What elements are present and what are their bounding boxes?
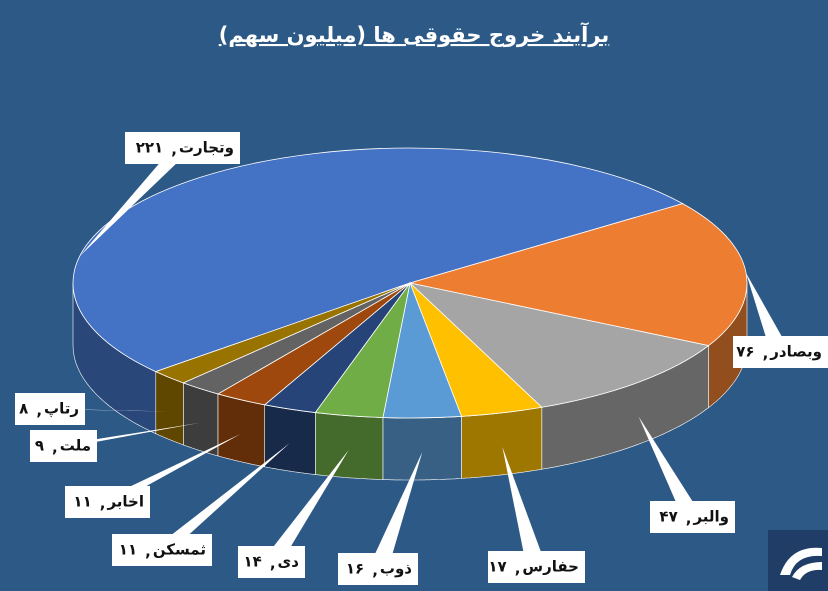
callout-box [65,486,150,518]
data-label-name: ثمسکن [153,541,206,559]
data-label-separator: , [763,345,769,363]
callout-pointer [638,416,703,517]
slice [408,282,710,408]
callout-box [238,546,305,578]
callout-box [15,393,85,425]
data-label-value: ۴۷ [659,508,677,526]
callout-box [733,336,828,368]
callout-box [112,534,212,566]
data-label-value: ۱۶ [346,560,364,578]
slice-side [183,382,219,457]
data-label-value: ۲۲۱ [136,139,163,157]
data-label-separator: , [270,555,276,573]
data-label-name: ذوب [380,560,412,578]
data-label-name: وتجارت [179,139,234,157]
callout-box [30,430,97,462]
chart-title: برآیند خروج حقوقی ها (میلیون سهم) [219,22,610,48]
data-label-value: ۱۴ [244,553,262,571]
callout-box [125,132,240,164]
data-label-name: والبر [692,508,729,526]
data-label-separator: , [36,402,42,420]
data-label-separator: , [100,495,106,513]
data-label-separator: , [372,562,378,580]
data-label-value: ۸ [19,400,28,418]
data-label-value: ۱۱ [73,493,91,511]
data-label-value: ۷۶ [736,343,754,361]
data-label-value: ۹ [35,437,44,455]
data-label-name: وبصادر [769,343,822,361]
data-label-separator: , [145,543,151,561]
slice-side [217,393,265,468]
logo [768,530,828,591]
callout-pointer [79,148,193,257]
data-label-value: ۱۷ [488,558,506,576]
callout-box [650,501,735,533]
data-label-name: رتاپ [44,400,79,418]
data-label-name: اخابر [106,493,144,511]
slice-side [155,371,184,446]
callout-pointer [152,443,290,550]
data-label-separator: , [686,510,692,528]
slice-side [382,416,462,481]
data-label-name: دی [278,553,300,571]
callout-box [488,551,585,583]
callout-pointer [97,433,241,502]
slice-side [461,406,543,479]
data-label-separator: , [171,141,177,159]
data-label-separator: , [52,439,58,457]
slice [409,203,748,347]
callout-pointer [502,446,547,567]
callout-pointer [368,452,423,569]
data-label-value: ۱۱ [119,541,137,559]
callout-pointer [261,449,349,562]
slice-side [264,404,316,475]
slice [154,282,411,384]
data-label-name: ملت [60,437,91,455]
slice-side [315,412,384,480]
slice [72,147,684,373]
callout-pointer [746,273,791,352]
data-label-name: حفارس [522,558,579,576]
callout-box [338,553,418,585]
data-label-separator: , [515,560,521,578]
